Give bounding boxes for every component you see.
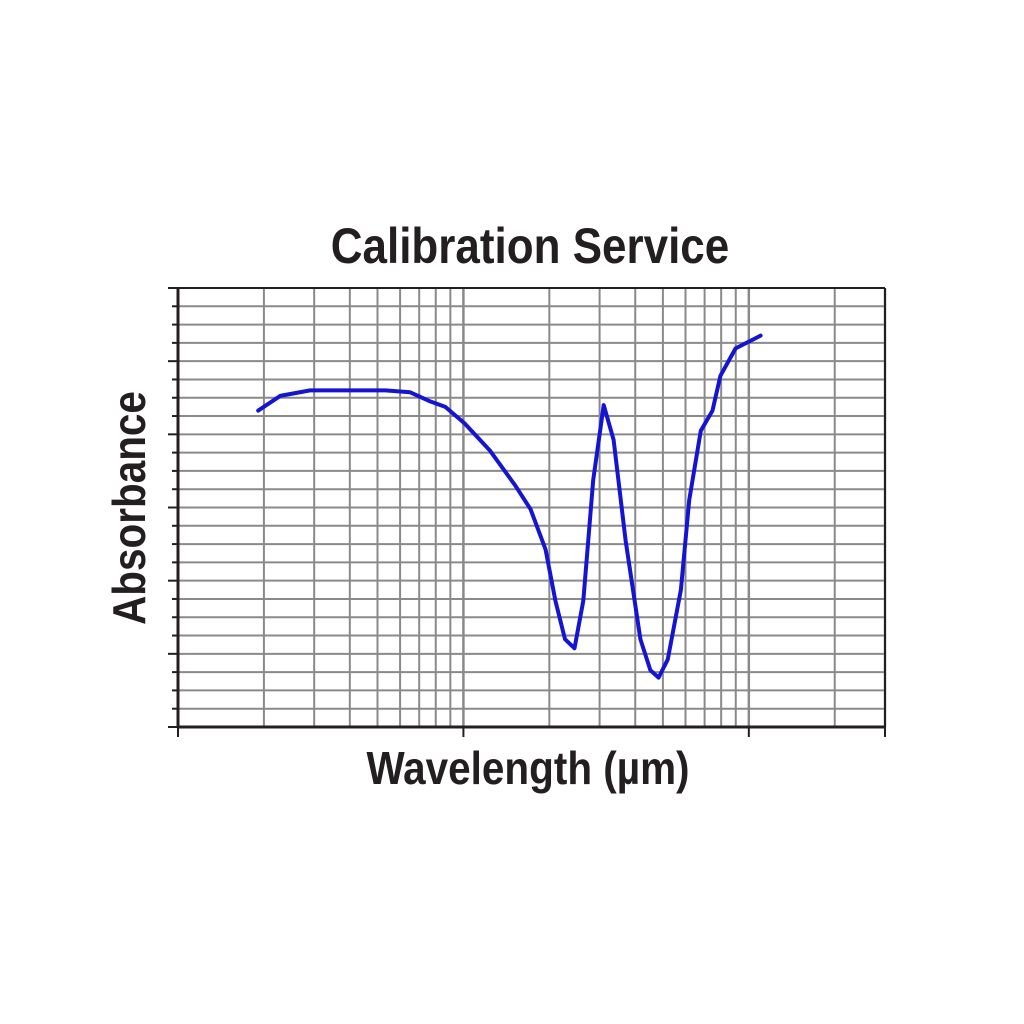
data-line <box>256 333 763 680</box>
y-axis-label: Absorbance <box>105 391 156 625</box>
chart-title: Calibration Service <box>331 218 729 274</box>
x-axis-label: Wavelength (µm) <box>366 744 689 795</box>
